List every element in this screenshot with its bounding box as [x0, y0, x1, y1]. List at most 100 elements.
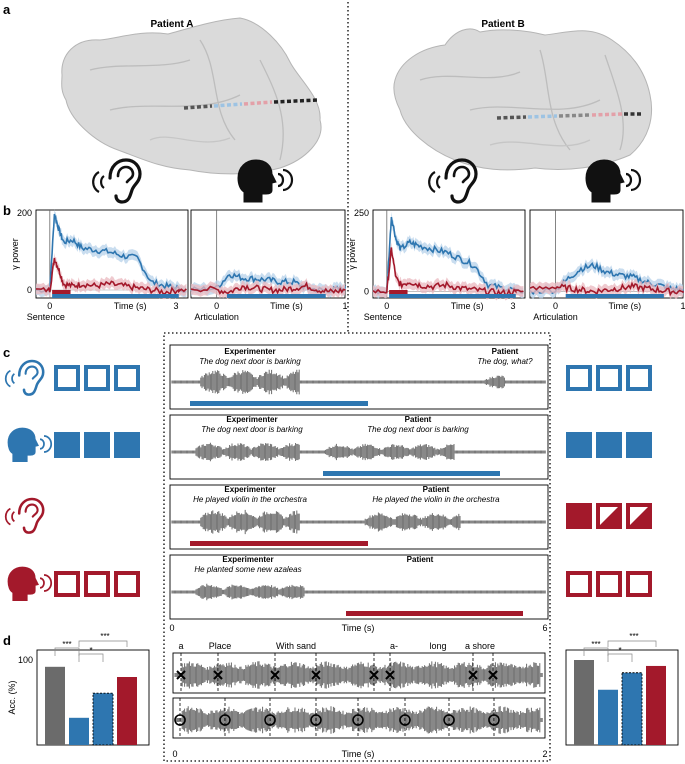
red-confidence-band [373, 242, 524, 301]
accuracy-bar-2 [598, 689, 618, 745]
audio-waveform [174, 661, 543, 689]
cross-marker [213, 670, 223, 680]
open-square [566, 365, 592, 391]
waveform-patient [172, 697, 546, 739]
y-axis-label: γ power [10, 238, 20, 270]
ear-icon [91, 158, 142, 204]
y-tick-max: 250 [354, 208, 369, 218]
y-tick-zero: 0 [27, 285, 32, 295]
electrode-strip-patient-a [183, 98, 319, 110]
y-tick-100: 100 [18, 655, 33, 665]
speaker-label-patient: Patient [405, 415, 432, 424]
open-square [84, 571, 110, 597]
blue-significance-bar [565, 294, 664, 298]
waveform-reference [172, 652, 546, 694]
circle-marker [352, 714, 364, 726]
event-label: Articulation [194, 312, 239, 322]
gamma-plot-3: 0 3 Time (s) Sentence 250 0 γ power [347, 208, 526, 322]
circle-marker [488, 714, 500, 726]
significance-stars: * [618, 646, 621, 655]
circle-marker [174, 714, 186, 726]
speaker-label-experimenter: Experimenter [226, 415, 277, 424]
filled-square [84, 432, 110, 458]
word-alignment-waveforms: a Place With sand a-long a shore [172, 641, 546, 739]
open-square [566, 571, 592, 597]
red-trace [35, 257, 187, 296]
open-square [626, 365, 652, 391]
audio-waveform [171, 442, 546, 462]
speaking-head-icon [7, 566, 53, 602]
filled-square [566, 432, 592, 458]
speaker-label-patient: Patient [423, 485, 450, 494]
filled-square [114, 432, 140, 458]
experimenter-utterance: He played violin in the orchestra [193, 495, 307, 504]
panel-label-a: a [3, 2, 11, 17]
accuracy-bar-2 [69, 717, 89, 745]
word-label: a shore [465, 641, 495, 651]
half-filled-triangle [626, 503, 652, 529]
significance-bracket [607, 640, 657, 647]
x-tick-zero: 0 [384, 301, 389, 311]
open-square [596, 571, 622, 597]
speech-interval-bar [346, 611, 523, 616]
panel-c-xmax: 6 [542, 623, 547, 633]
filled-square [566, 503, 592, 529]
accuracy-bar-3 [92, 692, 114, 746]
x-tick-max: 3 [510, 301, 515, 311]
cross-marker [369, 670, 379, 680]
blue-trace [529, 261, 684, 296]
experimenter-utterance: He planted some new azaleas [194, 565, 301, 574]
gamma-plot-1: 0 3 Time (s) Sentence 200 0 γ power [10, 208, 189, 322]
circle-marker [443, 714, 455, 726]
circle-marker [399, 714, 411, 726]
condition-icons-left [4, 359, 140, 602]
speech-interval-bar [323, 471, 500, 476]
panel-label-b: b [3, 203, 11, 218]
speaking-head-icon [7, 427, 53, 463]
speech-interval-bar [190, 541, 368, 546]
condition-icons-right [566, 365, 652, 597]
blue-significance-bar [226, 294, 326, 298]
cross-marker [488, 670, 498, 680]
audio-waveform [171, 509, 546, 535]
filled-square [626, 432, 652, 458]
panel-d-xmax: 2 [542, 749, 547, 759]
cross-marker [468, 670, 478, 680]
panel-label-d: d [3, 633, 11, 648]
x-tick-max: 1 [342, 301, 347, 311]
accuracy-bar-1 [574, 660, 594, 745]
gamma-plot-4: 0 1 Time (s) Articulation [529, 209, 685, 322]
blue-trace [35, 213, 187, 293]
electrode-strip-patient-b [496, 112, 642, 120]
accuracy-bar-4 [646, 665, 666, 745]
blue-confidence-band [36, 208, 187, 298]
significance-bracket [583, 647, 609, 656]
circle-marker [219, 714, 231, 726]
x-axis-label: Time (s) [609, 301, 642, 311]
panel-d-x0: 0 [172, 749, 177, 759]
speaker-label-patient: Patient [492, 347, 519, 356]
significance-stars: *** [100, 632, 109, 641]
event-label: Articulation [533, 312, 578, 322]
open-square [114, 365, 140, 391]
significance-stars: *** [629, 632, 638, 641]
y-axis-label: Acc. (%) [7, 680, 17, 714]
patient-utterance: The dog, what? [477, 357, 533, 366]
word-label: With sand [276, 641, 316, 651]
word-label: long [429, 641, 446, 651]
open-square [54, 365, 80, 391]
accuracy-bars-patient-b: ******* [565, 632, 679, 746]
ear-icon [4, 497, 45, 534]
speaker-label-experimenter: Experimenter [224, 347, 275, 356]
ear-icon [4, 359, 45, 396]
significance-bracket [607, 653, 633, 662]
half-filled-triangle [596, 503, 622, 529]
y-axis-label: γ power [347, 238, 357, 270]
open-square [54, 571, 80, 597]
